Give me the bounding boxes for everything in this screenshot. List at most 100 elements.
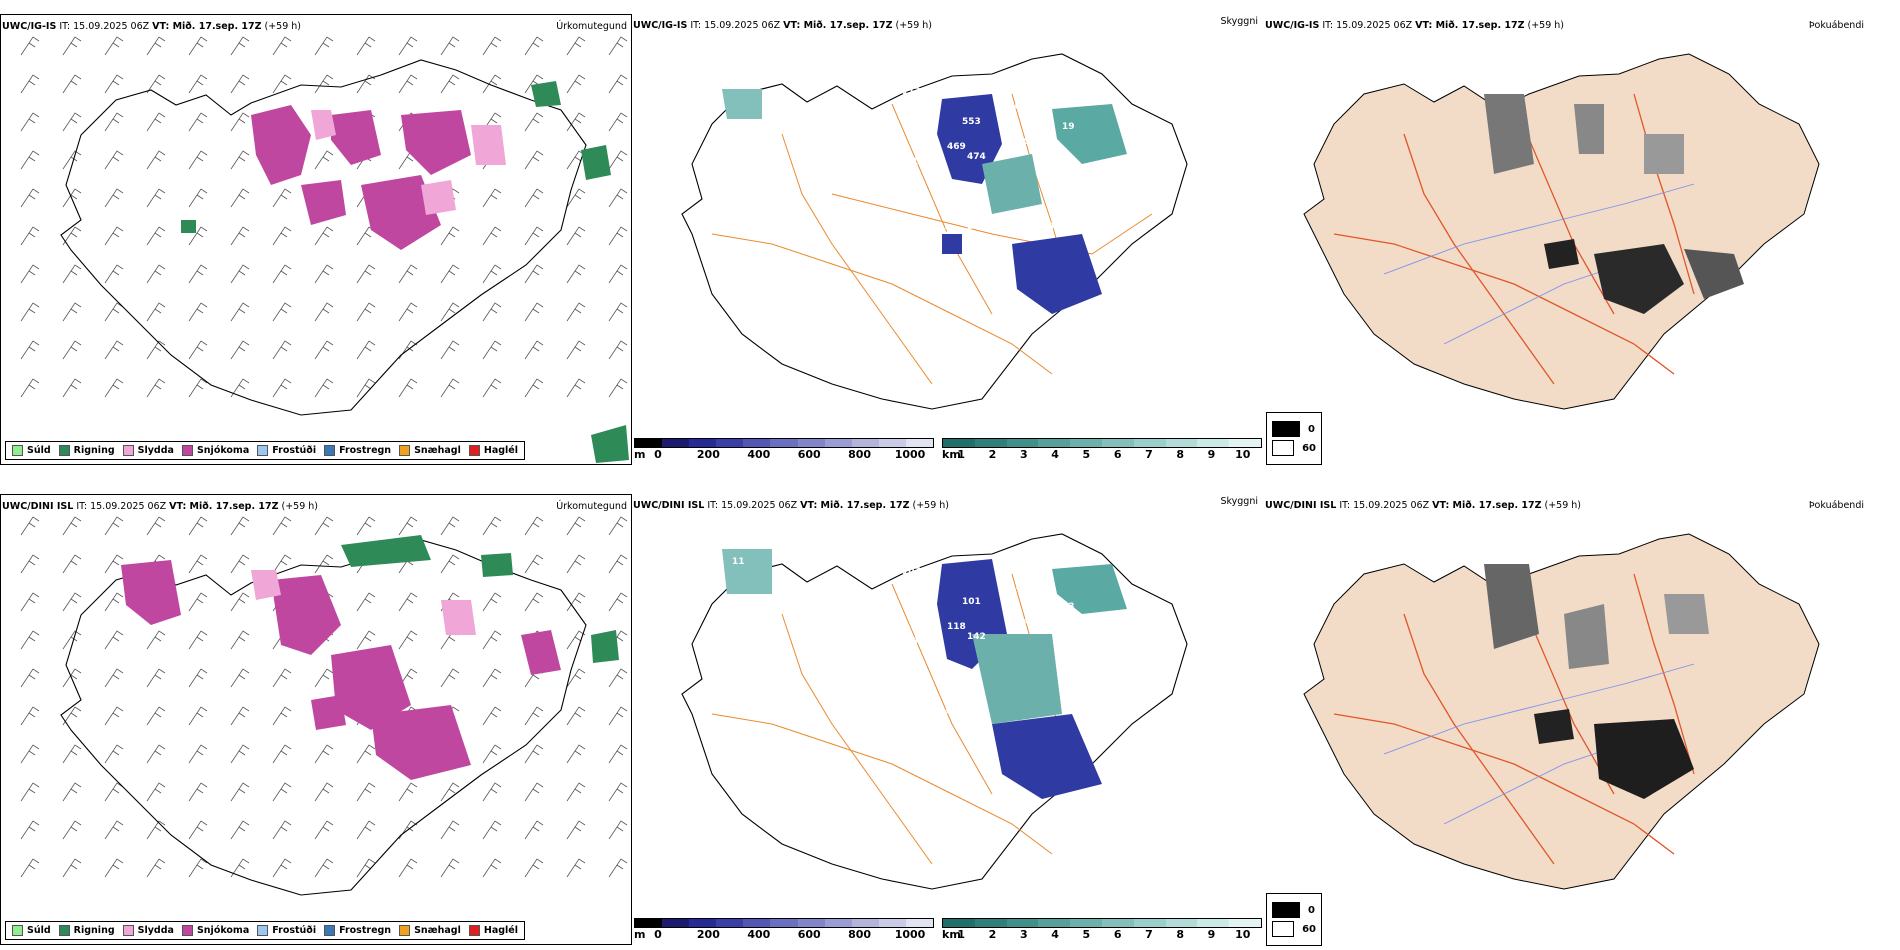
wind-barb xyxy=(608,74,628,94)
colorbar-cell xyxy=(974,919,1007,927)
colorbar-cell xyxy=(1101,439,1134,447)
legend-swatch xyxy=(468,925,480,936)
legend-swatch xyxy=(122,445,134,456)
wind-barb xyxy=(482,378,502,398)
colorbar-tick-label: 8 xyxy=(1176,448,1185,461)
wind-barb xyxy=(230,302,250,322)
panel-header: UWC/DINI ISL IT: 15.09.2025 06Z VT: Mið.… xyxy=(633,500,950,511)
wind-barb xyxy=(62,302,82,322)
legend-label: Slydda xyxy=(137,445,174,456)
cloud-base-label: 19 xyxy=(1062,122,1075,132)
cloud-base-label: 402 xyxy=(1027,597,1046,607)
colorbar-cell xyxy=(943,439,975,447)
colorbar-cell xyxy=(743,439,771,447)
fog-panel-top: UWC/IG-IS IT: 15.09.2025 06Z VT: Mið. 17… xyxy=(1264,14,1900,465)
wind-barb xyxy=(62,554,82,574)
legend-label: Rigning xyxy=(73,925,115,936)
wind-barb xyxy=(440,226,460,246)
wind-barb xyxy=(566,630,586,650)
cloud-base-label: 32 xyxy=(732,77,745,87)
wind-barb xyxy=(272,226,292,246)
wind-barb xyxy=(104,592,124,612)
colorbar-cell xyxy=(770,439,798,447)
rain-patches xyxy=(341,535,619,663)
colorbar-cell xyxy=(1197,919,1230,927)
wind-barb xyxy=(608,782,628,802)
colorbar-tick-label: 1 xyxy=(957,928,966,941)
cloud-base-label: 358 xyxy=(972,247,991,257)
colorbar-cell xyxy=(797,919,825,927)
wind-barb xyxy=(314,516,334,536)
legend-swatch xyxy=(257,445,269,456)
cloud-base-label: 123 xyxy=(892,662,911,672)
colorbar-tick-label: 10 xyxy=(1235,448,1251,461)
fog-patches xyxy=(1484,564,1709,799)
legend-swatch xyxy=(399,925,411,936)
legend-label: Súld xyxy=(27,445,51,456)
wind-barb xyxy=(440,264,460,284)
wind-barb xyxy=(20,112,40,132)
wind-barb xyxy=(608,744,628,764)
panel-title-precip: Úrkomutegund xyxy=(556,21,627,32)
wind-barb xyxy=(272,74,292,94)
cloud-base-label: 10 xyxy=(952,267,965,277)
colorbar-tick-label: 2 xyxy=(988,928,997,941)
wind-barb xyxy=(524,264,544,284)
cloud-base-label: 18 xyxy=(1042,187,1055,197)
wind-barb xyxy=(62,820,82,840)
wind-barb xyxy=(482,74,502,94)
wind-barb xyxy=(188,782,208,802)
wind-barb xyxy=(608,302,628,322)
cloud-base-label: 112 xyxy=(932,227,951,237)
colorbar-tick-label: 4 xyxy=(1051,448,1059,461)
wind-barb xyxy=(230,264,250,284)
cloud-base-label: 140 xyxy=(882,637,901,647)
wind-barb xyxy=(62,226,82,246)
wind-barb xyxy=(104,782,124,802)
legend-swatch xyxy=(257,925,269,936)
wind-barb xyxy=(566,112,586,132)
legend-label: Snæhagl xyxy=(414,925,461,936)
wind-barb xyxy=(398,782,418,802)
wind-barb xyxy=(272,264,292,284)
wind-barb xyxy=(440,554,460,574)
legend-swatch xyxy=(122,925,134,936)
cloud-base-label: 227 xyxy=(1002,582,1021,592)
wind-barb xyxy=(188,112,208,132)
wind-barb xyxy=(272,668,292,688)
wind-barb xyxy=(608,264,628,284)
legend-item: Snæhagl xyxy=(399,925,461,936)
wind-barb xyxy=(104,74,124,94)
wind-barb xyxy=(272,744,292,764)
legend-swatch xyxy=(12,925,23,936)
wind-barb xyxy=(608,516,628,536)
wind-barb xyxy=(104,188,124,208)
wind-barb xyxy=(608,226,628,246)
colorbar-cell xyxy=(824,439,852,447)
wind-barb xyxy=(146,630,166,650)
legend-label: Rigning xyxy=(73,445,115,456)
cloud-base-label: 107 xyxy=(902,567,921,577)
legend-swatch xyxy=(324,925,336,936)
legend-item: Frostúði xyxy=(257,445,316,456)
fog-legend-bottom: 0 60 xyxy=(1266,893,1322,946)
colorbar-tick-label: 6 xyxy=(1113,928,1122,941)
wind-barb xyxy=(104,706,124,726)
legend-item: Frostúði xyxy=(257,925,316,936)
colorbar-tick-label: 7 xyxy=(1145,928,1153,941)
wind-barb xyxy=(608,554,628,574)
wind-barb xyxy=(146,668,166,688)
cloud-base-label: 15 xyxy=(922,102,935,112)
cloud-base-label: 167 xyxy=(912,157,931,167)
wind-barb xyxy=(482,226,502,246)
colorbar-tick-label: 800 xyxy=(848,448,872,461)
wind-barb xyxy=(482,782,502,802)
wind-barb xyxy=(440,340,460,360)
cloudbase-colorbar: 0 200 400 600 800 1000 m xyxy=(634,438,934,462)
colorbar-tick-label: 400 xyxy=(747,448,771,461)
panel-title-cloud: Skyggni xyxy=(1220,496,1258,507)
legend-label: Haglél xyxy=(483,445,518,456)
wind-barb xyxy=(272,706,292,726)
wind-barb xyxy=(566,516,586,536)
